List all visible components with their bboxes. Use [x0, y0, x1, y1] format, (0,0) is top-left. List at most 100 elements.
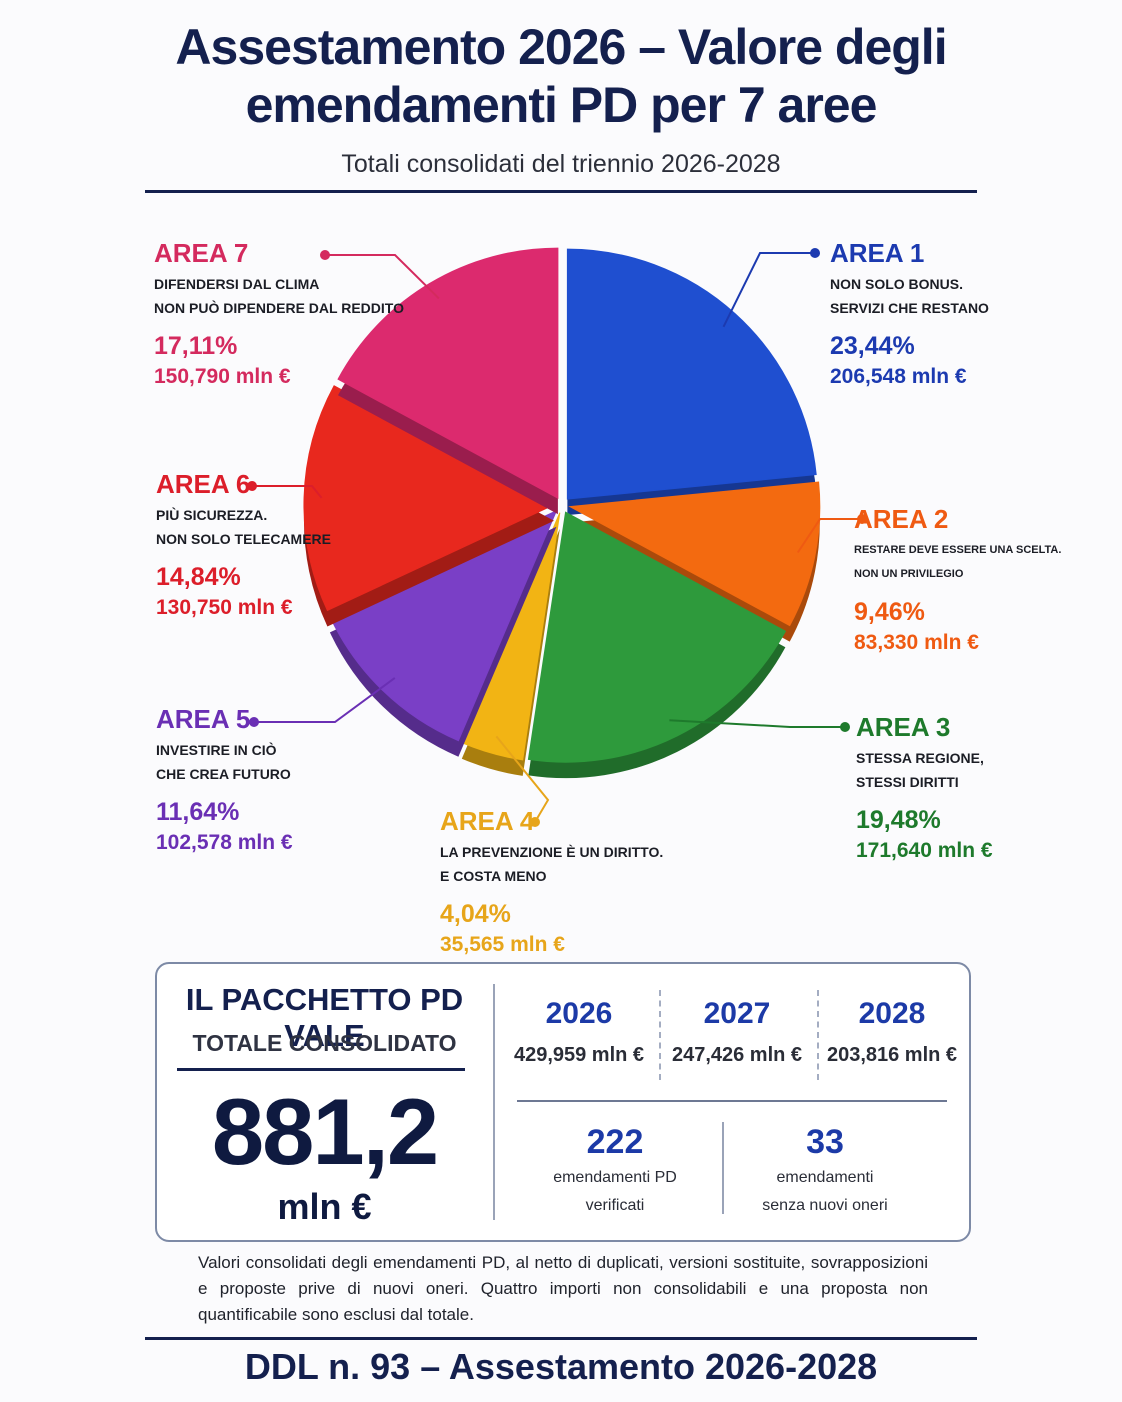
- label-area-6: AREA 6 PIÙ SICUREZZA. NON SOLO TELECAMERE 1…: [156, 469, 331, 623]
- title-line-2: emendamenti PD per 7 aree: [245, 77, 878, 133]
- count-text-2: verificati: [585, 1197, 645, 1214]
- counts-vertical-divider: [722, 1122, 724, 1214]
- area-name: AREA 2: [854, 504, 949, 534]
- leader-dot-area-2: [857, 514, 867, 524]
- area-percent: 19,48%: [856, 806, 941, 834]
- area-description: RESTARE DEVE ESSERE UNA SCELTA. NON UN PR…: [854, 538, 1061, 586]
- area-value: 171,640 mln €: [856, 839, 993, 862]
- area-name: AREA 1: [830, 238, 925, 268]
- area-name: AREA 3: [856, 712, 951, 742]
- leader-line-area-1: [722, 252, 815, 328]
- total-value: 881,2: [211, 1079, 439, 1184]
- count-number: 222: [586, 1123, 644, 1161]
- page-title: Assestamento 2026 – Valore degli emendam…: [0, 18, 1122, 134]
- year-2026: 2026 429,959 mln €: [502, 996, 656, 1067]
- area-description: LA PREVENZIONE È UN DIRITTO. E COSTA MENO: [440, 840, 663, 888]
- area-description: STESSA REGIONE, STESSI DIRITTI: [856, 746, 993, 794]
- counts-divider: [517, 1100, 947, 1102]
- label-area-3: AREA 3 STESSA REGIONE, STESSI DIRITTI 19,48…: [856, 712, 993, 866]
- pie-slice-area-2: [568, 481, 821, 642]
- area-description: PIÙ SICUREZZA. NON SOLO TELECAMERE: [156, 503, 331, 551]
- leader-line-area-7: [325, 254, 440, 300]
- area-value: 206,548 mln €: [830, 365, 967, 388]
- label-area-7: AREA 7 DIFENDERSI DAL CLIMA NON PUÒ DIPEND…: [154, 238, 404, 392]
- pie-slices: [303, 247, 821, 779]
- label-area-4: AREA 4 LA PREVENZIONE È UN DIRITTO. E COST…: [440, 806, 663, 960]
- desc-line-2: STESSI DIRITTI: [856, 774, 959, 790]
- desc-line-2: CHE CREA FUTURO: [156, 766, 291, 782]
- title-line-1: Assestamento 2026 – Valore degli: [175, 19, 947, 75]
- summary-divider: [177, 1068, 465, 1071]
- pie-slice-top: [337, 247, 559, 499]
- desc-line-1: INVESTIRE IN CIÒ: [156, 742, 277, 758]
- desc-line-2: NON UN PRIVILEGIO: [854, 568, 964, 580]
- pie-slice-area-3: [527, 511, 787, 779]
- desc-line-1: RESTARE DEVE ESSERE UNA SCELTA.: [854, 544, 1062, 556]
- area-percent: 17,11%: [154, 332, 238, 360]
- leader-dot-area-4: [530, 817, 540, 827]
- leader-line-area-5: [254, 677, 396, 723]
- summary-heading: IL PACCHETTO PD VALE: [185, 982, 464, 1053]
- year-divider: [817, 990, 819, 1080]
- leader-lines: [247, 248, 867, 827]
- label-area-2: AREA 2 RESTARE DEVE ESSERE UNA SCELTA. NON…: [854, 504, 1061, 658]
- count-text-2: senza nuovi oneri: [762, 1197, 888, 1214]
- count-verified: 222 emendamenti PD verificati: [515, 1122, 715, 1218]
- desc-line-2: NON SOLO TELECAMERE: [156, 531, 332, 547]
- leader-line-area-4: [495, 735, 550, 823]
- page-subtitle: Totali consolidati del triennio 2026-202…: [341, 150, 781, 178]
- leader-dot-area-5: [249, 717, 259, 727]
- count-text-1: emendamenti: [776, 1169, 874, 1186]
- count-no-new-costs: 33 emendamenti senza nuovi oneri: [725, 1122, 925, 1218]
- leader-dot-area-3: [840, 722, 850, 732]
- year-label: 2026: [545, 997, 613, 1030]
- label-area-5: AREA 5 INVESTIRE IN CIÒ CHE CREA FUTURO 11,…: [156, 704, 293, 858]
- area-percent: 9,46%: [854, 598, 925, 626]
- pie-slice-top: [566, 248, 817, 500]
- pie-slice-top: [303, 385, 556, 612]
- area-name: AREA 7: [154, 238, 249, 268]
- area-value: 102,578 mln €: [156, 831, 293, 854]
- summary-box: IL PACCHETTO PD VALE TOTALE CONSOLIDATO …: [155, 962, 971, 1242]
- desc-line-1: PIÙ SICUREZZA.: [156, 507, 268, 523]
- area-value: 150,790 mln €: [154, 365, 291, 388]
- pie-chart: [247, 247, 867, 827]
- count-number: 33: [806, 1123, 844, 1161]
- area-value: 83,330 mln €: [854, 631, 979, 654]
- pie-slice-top: [527, 511, 787, 763]
- desc-line-1: DIFENDERSI DAL CLIMA: [154, 276, 320, 292]
- area-percent: 11,64%: [156, 798, 240, 826]
- year-divider: [659, 990, 661, 1080]
- pie-slice-area-6: [303, 385, 556, 627]
- pie-slice-area-1: [566, 248, 817, 516]
- summary-subheading: TOTALE CONSOLIDATO: [192, 1030, 457, 1056]
- desc-line-1: NON SOLO BONUS.: [830, 276, 964, 292]
- summary-vertical-divider: [493, 984, 495, 1220]
- leader-dot-area-1: [810, 248, 820, 258]
- leader-line-area-6: [252, 485, 323, 499]
- top-divider: [145, 190, 977, 193]
- total-unit: mln €: [277, 1186, 372, 1227]
- year-label: 2028: [858, 997, 926, 1030]
- year-value: 429,959 mln €: [513, 1044, 645, 1066]
- area-name: AREA 5: [156, 704, 251, 734]
- pie-slice-area-7: [337, 247, 559, 515]
- leader-line-area-2: [796, 518, 862, 554]
- year-value: 203,816 mln €: [826, 1044, 958, 1066]
- desc-line-2: NON PUÒ DIPENDERE DAL REDDITO: [154, 300, 404, 316]
- area-description: NON SOLO BONUS. SERVIZI CHE RESTANO: [830, 272, 989, 320]
- count-text-1: emendamenti PD: [553, 1169, 677, 1186]
- area-name: AREA 6: [156, 469, 251, 499]
- year-2028: 2028 203,816 mln €: [815, 996, 969, 1067]
- desc-line-1: LA PREVENZIONE È UN DIRITTO.: [440, 844, 664, 860]
- year-value: 247,426 mln €: [671, 1044, 803, 1066]
- year-2027: 2027 247,426 mln €: [660, 996, 814, 1067]
- area-name: AREA 4: [440, 806, 535, 836]
- area-percent: 23,44%: [830, 332, 915, 360]
- area-description: INVESTIRE IN CIÒ CHE CREA FUTURO: [156, 738, 293, 786]
- footnote: Valori consolidati degli emendamenti PD,…: [198, 1253, 928, 1324]
- area-percent: 4,04%: [440, 900, 511, 928]
- area-value: 130,750 mln €: [156, 596, 293, 619]
- pie-slice-top: [568, 481, 821, 627]
- desc-line-2: SERVIZI CHE RESTANO: [830, 300, 989, 316]
